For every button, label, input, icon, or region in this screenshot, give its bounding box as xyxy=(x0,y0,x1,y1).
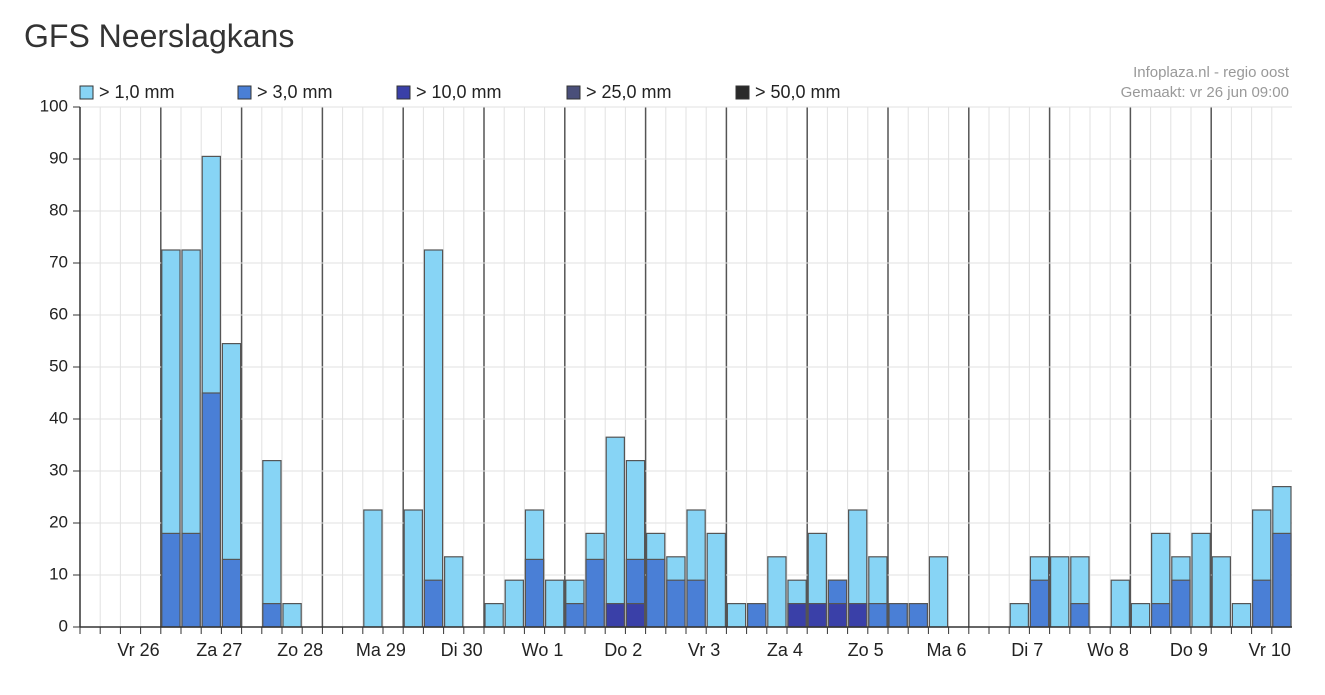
legend-swatch xyxy=(237,85,252,100)
bar xyxy=(807,602,828,628)
bar xyxy=(484,602,504,628)
bar xyxy=(544,579,565,628)
bar xyxy=(605,602,626,628)
x-tick-label: Ma 6 xyxy=(926,640,966,660)
x-tick-label: Za 27 xyxy=(196,640,242,660)
bar xyxy=(585,558,605,628)
bar xyxy=(645,558,666,628)
bar xyxy=(827,602,848,628)
x-tick-label: Do 2 xyxy=(604,640,642,660)
chart-title: GFS Neerslagkans xyxy=(24,18,295,54)
bar xyxy=(1009,602,1030,628)
bar xyxy=(1049,556,1070,628)
bar xyxy=(767,556,787,628)
bar xyxy=(908,602,929,628)
y-tick-label: 10 xyxy=(49,564,68,583)
bar xyxy=(201,392,221,628)
legend-label: > 50,0 mm xyxy=(755,82,841,102)
created: Gemaakt: vr 26 jun 09:00 xyxy=(1121,84,1289,101)
x-tick-label: Zo 5 xyxy=(848,640,884,660)
x-tick-label: Za 4 xyxy=(767,640,803,660)
x-tick-label: Vr 26 xyxy=(117,640,159,660)
x-tick-label: Di 30 xyxy=(441,640,483,660)
x-labels: Vr 26 Za 27 Zo 28 Ma 29 Di 30 Wo 1 Do 2 Vr 3 Za … xyxy=(117,640,1291,660)
bar xyxy=(1070,602,1090,628)
source: Infoplaza.nl - regio oost xyxy=(1133,64,1290,81)
bar xyxy=(746,602,767,628)
legend-label: > 10,0 mm xyxy=(416,82,502,102)
x-tick-label: Vr 3 xyxy=(688,640,720,660)
x-tick-label: Ma 29 xyxy=(356,640,406,660)
bar xyxy=(1272,532,1292,628)
x-tick-label: Wo 1 xyxy=(522,640,564,660)
bar xyxy=(888,602,908,628)
legend-swatch xyxy=(79,85,94,100)
y-tick-label: 20 xyxy=(49,512,68,531)
bar xyxy=(363,509,383,628)
y-tick-label: 30 xyxy=(49,460,68,479)
bar xyxy=(686,579,706,628)
bar xyxy=(1251,579,1272,628)
bar xyxy=(847,602,868,628)
bar xyxy=(181,532,201,628)
bar xyxy=(403,509,424,628)
bar xyxy=(444,556,464,628)
bar xyxy=(928,556,949,628)
bar xyxy=(605,436,626,628)
bar xyxy=(787,602,807,628)
bar xyxy=(1110,579,1130,628)
bar xyxy=(221,558,242,628)
legend-swatch xyxy=(396,85,411,100)
bar xyxy=(1171,579,1191,628)
legend-swatch xyxy=(566,85,581,100)
bar xyxy=(262,602,282,628)
bar xyxy=(1191,532,1211,628)
legend-label: > 25,0 mm xyxy=(586,82,672,102)
y-tick-label: 60 xyxy=(49,304,68,323)
bar xyxy=(1150,602,1171,628)
bar xyxy=(1231,602,1252,628)
bar xyxy=(504,579,525,628)
bar xyxy=(1130,602,1151,628)
bar xyxy=(706,532,727,628)
legend-label: > 1,0 mm xyxy=(99,82,175,102)
x-tick-label: Vr 10 xyxy=(1249,640,1291,660)
bar xyxy=(1029,579,1050,628)
y-tick-label: 0 xyxy=(59,616,68,635)
y-tick-label: 70 xyxy=(49,252,68,271)
bar xyxy=(161,532,181,628)
bar xyxy=(1211,556,1231,628)
bar xyxy=(524,558,545,628)
bar xyxy=(868,602,888,628)
x-tick-label: Zo 28 xyxy=(277,640,323,660)
legend-swatch xyxy=(735,85,750,100)
bar xyxy=(726,602,747,628)
x-tick-label: Do 9 xyxy=(1170,640,1208,660)
bar xyxy=(625,602,646,628)
bar xyxy=(565,602,585,628)
x-tick-label: Di 7 xyxy=(1011,640,1043,660)
x-tick-label: Wo 8 xyxy=(1087,640,1129,660)
y-tick-label: 90 xyxy=(49,148,68,167)
bar xyxy=(423,249,444,628)
y-tick-label: 50 xyxy=(49,356,68,375)
bar xyxy=(262,460,282,628)
y-tick-label: 40 xyxy=(49,408,68,427)
y-tick-label: 100 xyxy=(40,96,68,115)
legend-label: > 3,0 mm xyxy=(257,82,333,102)
bar xyxy=(666,579,686,628)
bar xyxy=(282,602,302,628)
bar xyxy=(423,579,444,628)
y-tick-label: 80 xyxy=(49,200,68,219)
